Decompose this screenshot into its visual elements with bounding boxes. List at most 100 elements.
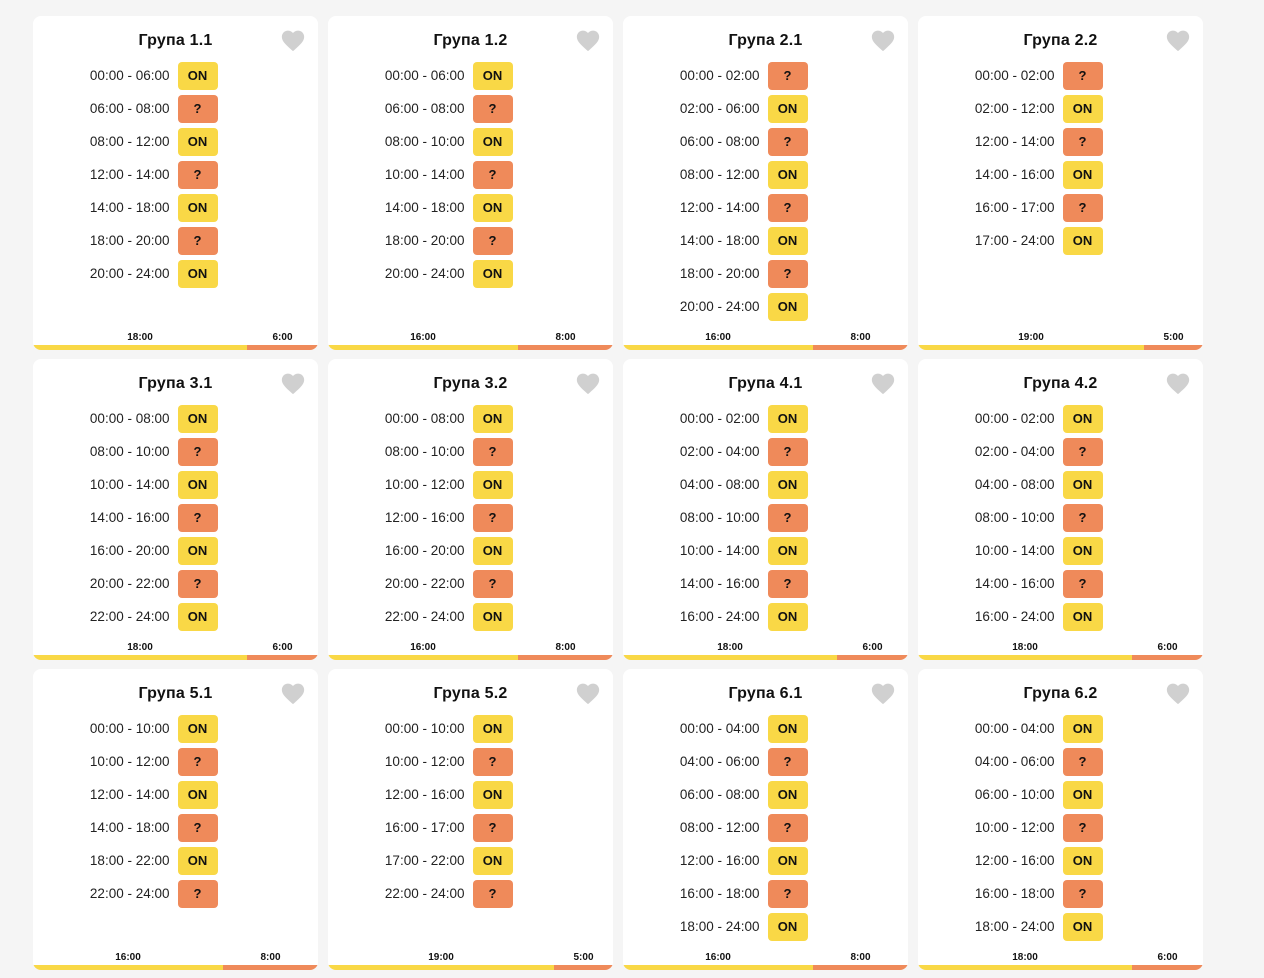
schedule-row: 18:00 - 20:00? (623, 257, 908, 290)
time-range: 12:00 - 14:00 (89, 167, 170, 182)
schedule-row: 22:00 - 24:00? (33, 877, 318, 910)
summary-bar-unknown-segment (247, 655, 318, 660)
summary-bar-unknown-segment (518, 655, 613, 660)
heart-icon[interactable] (870, 371, 896, 395)
summary-bar (328, 655, 613, 660)
schedule-row: 04:00 - 08:00 ON (918, 468, 1203, 501)
summary-bar (623, 965, 908, 970)
summary-bar (918, 965, 1203, 970)
schedule-row: 08:00 - 10:00 ON (328, 125, 613, 158)
heart-icon[interactable] (1165, 28, 1191, 52)
schedule-row: 16:00 - 17:00? (328, 811, 613, 844)
status-badge-on: ON (1062, 602, 1103, 631)
schedule-row: 18:00 - 20:00? (328, 224, 613, 257)
schedule-row: 16:00 - 18:00? (623, 877, 908, 910)
schedule-row: 02:00 - 04:00? (623, 435, 908, 468)
time-range: 10:00 - 14:00 (89, 477, 170, 492)
unknown-duration-label: 8:00 (555, 332, 576, 343)
schedule-row: 08:00 - 10:00? (918, 501, 1203, 534)
schedule-list: 00:00 - 02:00 ON 02:00 - 04:00? 04:00 - 08:… (918, 402, 1203, 633)
status-badge-on: ON (767, 846, 808, 875)
time-range: 00:00 - 04:00 (974, 721, 1055, 736)
heart-icon[interactable] (575, 28, 601, 52)
status-badge-unknown: ? (472, 747, 513, 776)
schedule-row: 08:00 - 10:00? (623, 501, 908, 534)
status-badge-on: ON (472, 780, 513, 809)
status-badge-on: ON (472, 259, 513, 288)
schedule-row: 20:00 - 22:00? (328, 567, 613, 600)
status-badge-on: ON (177, 193, 218, 222)
heart-icon[interactable] (575, 371, 601, 395)
summary-bar (33, 965, 318, 970)
status-badge-unknown: ? (177, 160, 218, 189)
schedule-row: 08:00 - 10:00? (33, 435, 318, 468)
group-card: Група 6.1 00:00 - 04:00 ON 04:00 - 06:00? 06… (623, 669, 908, 970)
schedule-row: 17:00 - 22:00 ON (328, 844, 613, 877)
status-badge-on: ON (177, 602, 218, 631)
summary-bar (328, 965, 613, 970)
heart-icon[interactable] (280, 371, 306, 395)
time-range: 10:00 - 12:00 (384, 477, 465, 492)
summary-bar-on-segment (623, 345, 813, 350)
status-badge-unknown: ? (767, 61, 808, 90)
status-badge-unknown: ? (177, 569, 218, 598)
summary-bar-unknown-segment (247, 345, 318, 350)
schedule-row: 16:00 - 24:00 ON (623, 600, 908, 633)
schedule-list: 00:00 - 02:00? 02:00 - 12:00 ON 12:00 - 14:… (918, 59, 1203, 257)
time-range: 02:00 - 04:00 (679, 444, 760, 459)
time-range: 22:00 - 24:00 (384, 886, 465, 901)
summary-bar-unknown-segment (518, 345, 613, 350)
status-badge-unknown: ? (1062, 127, 1103, 156)
heart-icon[interactable] (1165, 681, 1191, 705)
status-badge-unknown: ? (767, 437, 808, 466)
schedule-row: 00:00 - 02:00 ON (623, 402, 908, 435)
time-range: 04:00 - 08:00 (974, 477, 1055, 492)
heart-icon[interactable] (870, 28, 896, 52)
time-range: 16:00 - 20:00 (384, 543, 465, 558)
schedule-row: 00:00 - 06:00 ON (33, 59, 318, 92)
time-range: 06:00 - 08:00 (89, 101, 170, 116)
schedule-row: 00:00 - 10:00 ON (33, 712, 318, 745)
status-badge-on: ON (177, 127, 218, 156)
status-badge-unknown: ? (177, 437, 218, 466)
schedule-row: 06:00 - 08:00 ON (623, 778, 908, 811)
group-title: Група 1.1 (138, 32, 213, 49)
on-duration-label: 16:00 (410, 332, 436, 343)
schedule-row: 16:00 - 20:00 ON (328, 534, 613, 567)
schedule-row: 12:00 - 14:00? (623, 191, 908, 224)
group-card: Група 4.1 00:00 - 02:00 ON 02:00 - 04:00? 04… (623, 359, 908, 660)
status-badge-on: ON (472, 846, 513, 875)
status-badge-unknown: ? (1062, 61, 1103, 90)
status-badge-on: ON (1062, 780, 1103, 809)
schedule-list: 00:00 - 02:00 ON 02:00 - 04:00? 04:00 - 08:… (623, 402, 908, 633)
time-range: 18:00 - 24:00 (974, 919, 1055, 934)
time-range: 10:00 - 12:00 (89, 754, 170, 769)
time-range: 08:00 - 12:00 (679, 820, 760, 835)
status-badge-on: ON (1062, 160, 1103, 189)
heart-icon[interactable] (1165, 371, 1191, 395)
summary-bar-on-segment (623, 655, 837, 660)
heart-icon[interactable] (280, 28, 306, 52)
time-range: 12:00 - 14:00 (679, 200, 760, 215)
time-range: 08:00 - 10:00 (679, 510, 760, 525)
heart-icon[interactable] (870, 681, 896, 705)
unknown-duration-label: 6:00 (862, 642, 883, 653)
summary-bar-unknown-segment (223, 965, 318, 970)
schedule-row: 22:00 - 24:00 ON (328, 600, 613, 633)
time-range: 00:00 - 02:00 (679, 411, 760, 426)
status-badge-on: ON (767, 292, 808, 321)
schedule-row: 02:00 - 06:00 ON (623, 92, 908, 125)
time-range: 08:00 - 10:00 (384, 134, 465, 149)
schedule-row: 10:00 - 12:00? (33, 745, 318, 778)
time-range: 10:00 - 12:00 (384, 754, 465, 769)
heart-icon[interactable] (575, 681, 601, 705)
status-badge-unknown: ? (767, 569, 808, 598)
on-duration-label: 19:00 (1018, 332, 1044, 343)
status-badge-on: ON (177, 404, 218, 433)
heart-icon[interactable] (280, 681, 306, 705)
group-title: Група 5.2 (433, 685, 508, 702)
time-range: 18:00 - 20:00 (679, 266, 760, 281)
on-duration-label: 18:00 (1012, 952, 1038, 963)
time-range: 04:00 - 08:00 (679, 477, 760, 492)
